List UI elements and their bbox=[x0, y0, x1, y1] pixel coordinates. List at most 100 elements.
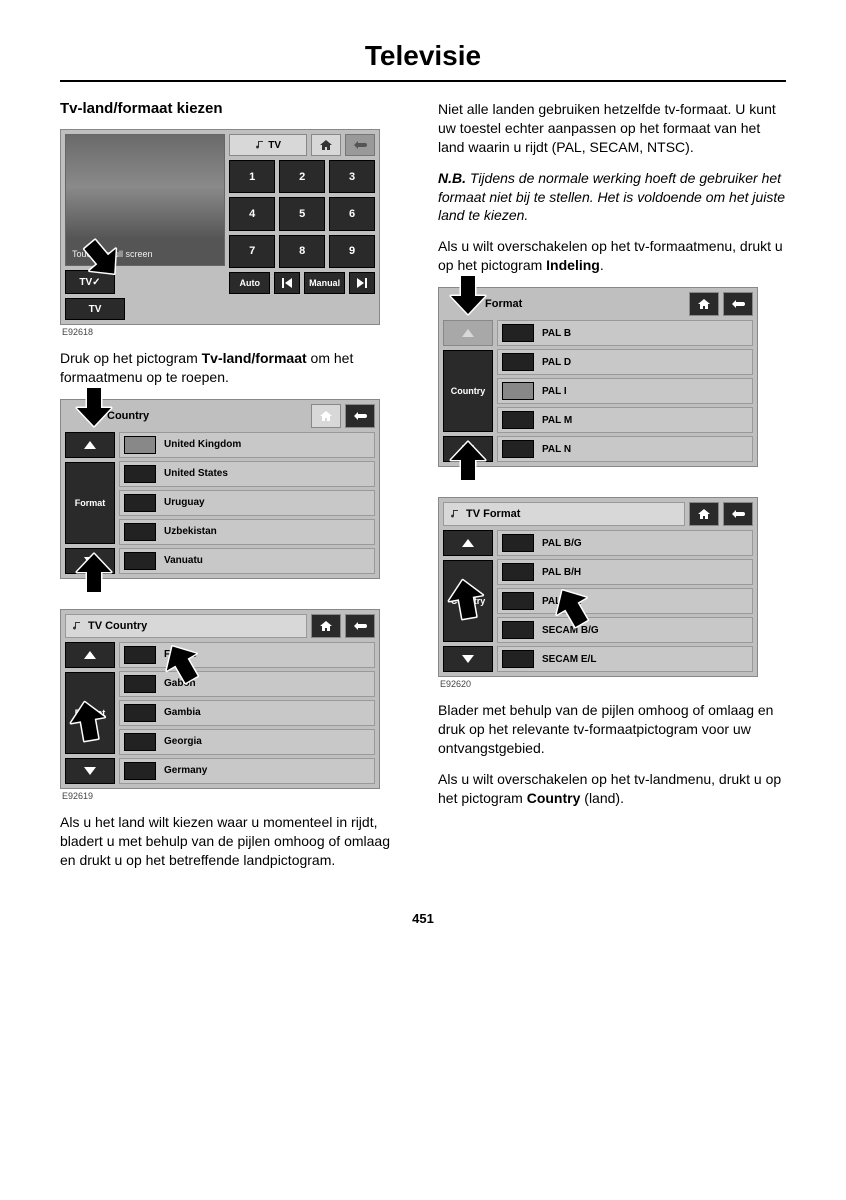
list-item[interactable]: SECAM B/G bbox=[497, 617, 753, 643]
flag-icon bbox=[124, 733, 156, 751]
paragraph-country-btn: Als u wilt overschakelen op het tv-landm… bbox=[438, 770, 786, 808]
list-item[interactable]: PAL B/H bbox=[497, 559, 753, 585]
flag-icon bbox=[124, 465, 156, 483]
flag-icon bbox=[502, 353, 534, 371]
back-button[interactable] bbox=[345, 404, 375, 428]
flag-icon bbox=[124, 704, 156, 722]
country-button[interactable]: Country bbox=[443, 350, 493, 432]
pointer-arrow-icon bbox=[71, 550, 117, 596]
format-panel-2: TV Format Country bbox=[438, 497, 758, 677]
flag-icon bbox=[502, 592, 534, 610]
list-item[interactable]: United States bbox=[119, 461, 375, 487]
page-number: 451 bbox=[60, 911, 786, 926]
pointer-arrow-icon bbox=[445, 272, 491, 318]
scroll-up-button[interactable] bbox=[65, 432, 115, 458]
flag-icon bbox=[502, 563, 534, 581]
key-1[interactable]: 1 bbox=[229, 160, 275, 193]
tv-format-title: TV Format bbox=[443, 502, 685, 526]
key-9[interactable]: 9 bbox=[329, 235, 375, 268]
list-item[interactable]: Georgia bbox=[119, 729, 375, 755]
list-item[interactable]: PAL I bbox=[497, 378, 753, 404]
flag-icon bbox=[502, 650, 534, 668]
flag-icon bbox=[502, 534, 534, 552]
paragraph-scroll-countries: Als u het land wilt kiezen waar u moment… bbox=[60, 813, 408, 870]
key-2[interactable]: 2 bbox=[279, 160, 325, 193]
flag-icon bbox=[502, 621, 534, 639]
country-panel-1: Country Format bbox=[60, 399, 380, 579]
tv-title: TV bbox=[229, 134, 307, 156]
music-note-icon bbox=[72, 621, 82, 631]
flag-icon bbox=[124, 675, 156, 693]
list-item[interactable]: PAL B bbox=[497, 320, 753, 346]
country-panel-2: TV Country Format bbox=[60, 609, 380, 789]
next-track-button[interactable] bbox=[349, 272, 375, 294]
music-note-icon bbox=[255, 140, 265, 150]
key-3[interactable]: 3 bbox=[329, 160, 375, 193]
list-item[interactable]: PAL N bbox=[497, 436, 753, 462]
paragraph-intro: Niet alle landen gebruiken hetzelfde tv-… bbox=[438, 100, 786, 157]
paragraph-nb: N.B. Tijdens de normale werking hoeft de… bbox=[438, 169, 786, 226]
scroll-up-button[interactable] bbox=[443, 320, 493, 346]
flag-icon bbox=[124, 762, 156, 780]
back-button[interactable] bbox=[345, 134, 375, 156]
flag-icon bbox=[502, 440, 534, 458]
figure-label-e92618: E92618 bbox=[62, 327, 408, 337]
format-button[interactable]: Format bbox=[65, 462, 115, 544]
number-keypad: 1 2 3 4 5 6 7 8 9 bbox=[229, 160, 375, 268]
list-item[interactable]: PAL B/G bbox=[497, 530, 753, 556]
prev-track-button[interactable] bbox=[274, 272, 300, 294]
back-button[interactable] bbox=[723, 502, 753, 526]
scroll-down-button[interactable] bbox=[65, 758, 115, 784]
key-6[interactable]: 6 bbox=[329, 197, 375, 230]
paragraph-tvland: Druk op het pictogram Tv-land/formaat om… bbox=[60, 349, 408, 387]
tv-tab[interactable]: TV bbox=[65, 298, 125, 320]
auto-button[interactable]: Auto bbox=[229, 272, 270, 294]
list-item[interactable]: Vanuatu bbox=[119, 548, 375, 574]
flag-icon bbox=[124, 436, 156, 454]
list-item[interactable]: SECAM E/L bbox=[497, 646, 753, 672]
paragraph-scroll-format: Blader met behulp van de pijlen omhoog o… bbox=[438, 701, 786, 758]
flag-icon bbox=[502, 411, 534, 429]
scroll-up-button[interactable] bbox=[443, 530, 493, 556]
manual-button[interactable]: Manual bbox=[304, 272, 345, 294]
list-item[interactable]: Uzbekistan bbox=[119, 519, 375, 545]
list-item[interactable]: Uruguay bbox=[119, 490, 375, 516]
list-item[interactable]: PAL D bbox=[497, 349, 753, 375]
key-4[interactable]: 4 bbox=[229, 197, 275, 230]
scroll-down-button[interactable] bbox=[443, 646, 493, 672]
home-button[interactable] bbox=[689, 292, 719, 316]
figure-label-e92620: E92620 bbox=[440, 679, 786, 689]
flag-icon bbox=[124, 494, 156, 512]
key-5[interactable]: 5 bbox=[279, 197, 325, 230]
list-item[interactable]: PAL D/K bbox=[497, 588, 753, 614]
scroll-up-button[interactable] bbox=[65, 642, 115, 668]
home-button[interactable] bbox=[311, 614, 341, 638]
home-button[interactable] bbox=[311, 134, 341, 156]
back-button[interactable] bbox=[345, 614, 375, 638]
flag-icon bbox=[502, 324, 534, 342]
home-button[interactable] bbox=[311, 404, 341, 428]
music-note-icon bbox=[450, 509, 460, 519]
list-item[interactable]: PAL M bbox=[497, 407, 753, 433]
paragraph-indeling: Als u wilt overschakelen op het tv-forma… bbox=[438, 237, 786, 275]
tv-keypad-panel: Touch for full screen TV✓ bbox=[60, 129, 380, 325]
pointer-arrow-icon bbox=[445, 438, 491, 484]
pointer-arrow-icon bbox=[61, 694, 114, 747]
page-title: Televisie bbox=[60, 40, 786, 72]
back-button[interactable] bbox=[723, 292, 753, 316]
section-heading: Tv-land/formaat kiezen bbox=[60, 100, 408, 117]
figure-label-e92619: E92619 bbox=[62, 791, 408, 801]
list-item[interactable]: Germany bbox=[119, 758, 375, 784]
list-item[interactable]: Gambia bbox=[119, 700, 375, 726]
list-item[interactable]: Gabon bbox=[119, 671, 375, 697]
home-button[interactable] bbox=[689, 502, 719, 526]
flag-icon bbox=[502, 382, 534, 400]
pointer-arrow-icon bbox=[71, 384, 117, 430]
pointer-arrow-icon bbox=[439, 572, 492, 625]
list-item[interactable]: United Kingdom bbox=[119, 432, 375, 458]
flag-icon bbox=[124, 523, 156, 541]
title-rule bbox=[60, 80, 786, 82]
key-7[interactable]: 7 bbox=[229, 235, 275, 268]
left-column: Tv-land/formaat kiezen Touch for full sc… bbox=[60, 100, 408, 881]
key-8[interactable]: 8 bbox=[279, 235, 325, 268]
